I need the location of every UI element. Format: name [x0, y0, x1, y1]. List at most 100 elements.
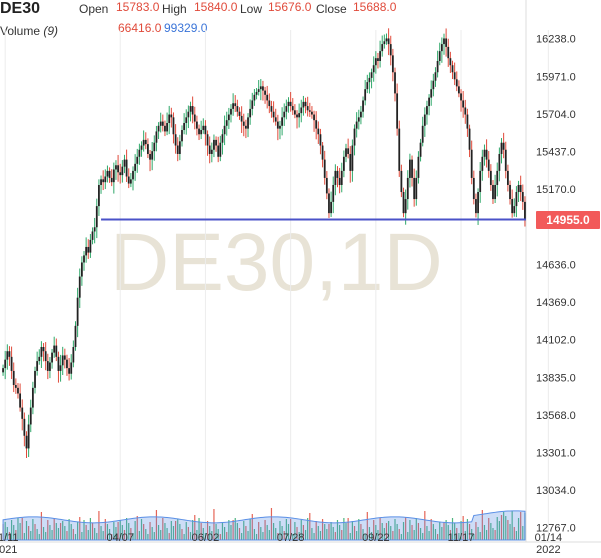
- volume-bar: [91, 523, 94, 540]
- volume-bar: [492, 528, 494, 540]
- volume-bar: [294, 522, 296, 540]
- close-value: 15688.0: [353, 0, 397, 14]
- volume-series: [2, 508, 526, 541]
- candle-body: [225, 120, 228, 126]
- volume-bar: [456, 528, 458, 540]
- candle-body: [153, 142, 156, 152]
- candle-body: [317, 128, 320, 135]
- volume-bar: [400, 534, 402, 540]
- volume-bar: [515, 531, 518, 540]
- x-tick-label: 01/14: [535, 532, 563, 544]
- candle-body: [500, 142, 503, 154]
- volume-bar: [503, 512, 505, 540]
- candle-body: [502, 142, 505, 150]
- volume-bar: [40, 512, 43, 540]
- candle-body: [221, 134, 224, 143]
- candle-body: [200, 130, 203, 135]
- candle-body: [251, 100, 254, 109]
- candle-body: [172, 117, 175, 135]
- candle-body: [4, 359, 7, 369]
- volume-bar: [439, 522, 441, 540]
- volume-bar: [309, 513, 311, 540]
- volume-bar: [172, 526, 175, 540]
- volume-bar: [370, 532, 373, 540]
- volume-bar: [175, 521, 177, 540]
- candle-body: [157, 125, 160, 132]
- volume-bar: [32, 519, 34, 540]
- x-tick-label: 11/17: [448, 532, 475, 544]
- y-tick-label: 15704.0: [536, 109, 576, 121]
- x-tick-label: 09/22: [362, 532, 390, 544]
- volume-bar: [345, 523, 347, 540]
- volume-bar: [177, 519, 179, 540]
- candle-body: [21, 407, 24, 419]
- candle-body: [477, 192, 479, 214]
- volume-bar: [230, 525, 232, 540]
- volume-bar: [128, 523, 130, 540]
- volume-bar: [57, 528, 60, 540]
- volume-bar: [189, 532, 192, 540]
- candle-body: [468, 128, 471, 150]
- volume-bar: [498, 521, 500, 540]
- candle-body: [464, 107, 467, 115]
- volume-bar: [368, 527, 371, 540]
- volume-bar: [10, 520, 13, 540]
- volume-period: (9): [43, 24, 59, 38]
- volume-bar: [121, 525, 123, 540]
- candle-body: [334, 170, 337, 185]
- volume-bar: [247, 531, 249, 540]
- candle-body: [136, 156, 139, 164]
- candle-body: [423, 114, 426, 126]
- volume-bar: [83, 520, 85, 540]
- candle-body: [498, 153, 501, 171]
- volume-bar: [413, 530, 415, 540]
- volume-bar: [47, 520, 49, 540]
- volume-bar: [202, 528, 204, 540]
- volume-bar: [336, 520, 339, 540]
- volume-bar: [264, 520, 266, 540]
- volume-bar: [334, 532, 336, 540]
- volume-bar: [468, 524, 471, 540]
- volume-bar: [66, 531, 68, 540]
- candle-body: [394, 72, 396, 94]
- candle-body: [87, 246, 90, 253]
- volume-bar: [377, 530, 379, 540]
- volume-bar: [411, 525, 413, 540]
- volume-bar: [19, 523, 21, 540]
- candle-body: [504, 149, 507, 171]
- candle-body: [12, 370, 15, 386]
- volume-bar: [272, 523, 275, 540]
- volume-bar: [454, 523, 456, 540]
- candle-body: [40, 346, 43, 357]
- volume-bar: [396, 524, 398, 540]
- volume-ma-value: 99329.0: [164, 21, 208, 35]
- candle-body: [387, 38, 390, 45]
- volume-bar: [304, 530, 307, 540]
- candle-body: [25, 435, 28, 449]
- volume-bar: [98, 511, 100, 540]
- candle-body: [466, 114, 469, 129]
- candle-body: [481, 156, 484, 171]
- volume-bar: [102, 531, 104, 540]
- volume-bar: [106, 524, 109, 540]
- candle-body: [270, 106, 273, 112]
- volume-bar: [475, 522, 477, 540]
- candle-body: [381, 44, 384, 52]
- volume-value: 66416.0: [118, 21, 162, 35]
- volume-bar: [253, 529, 256, 540]
- y-tick-label: 12767.0: [536, 523, 576, 535]
- candle-body: [183, 122, 186, 131]
- volume-bar: [351, 521, 353, 540]
- candle-body: [360, 111, 362, 118]
- candle-body: [253, 94, 256, 101]
- candle-body: [159, 121, 162, 126]
- volume-bar: [362, 529, 364, 540]
- volume-bar: [268, 530, 270, 540]
- candle-body: [308, 110, 311, 112]
- volume-bar: [332, 527, 334, 540]
- volume-bar: [115, 527, 117, 540]
- candle-body: [432, 80, 435, 90]
- candle-body: [374, 58, 377, 66]
- candle-body: [29, 407, 32, 425]
